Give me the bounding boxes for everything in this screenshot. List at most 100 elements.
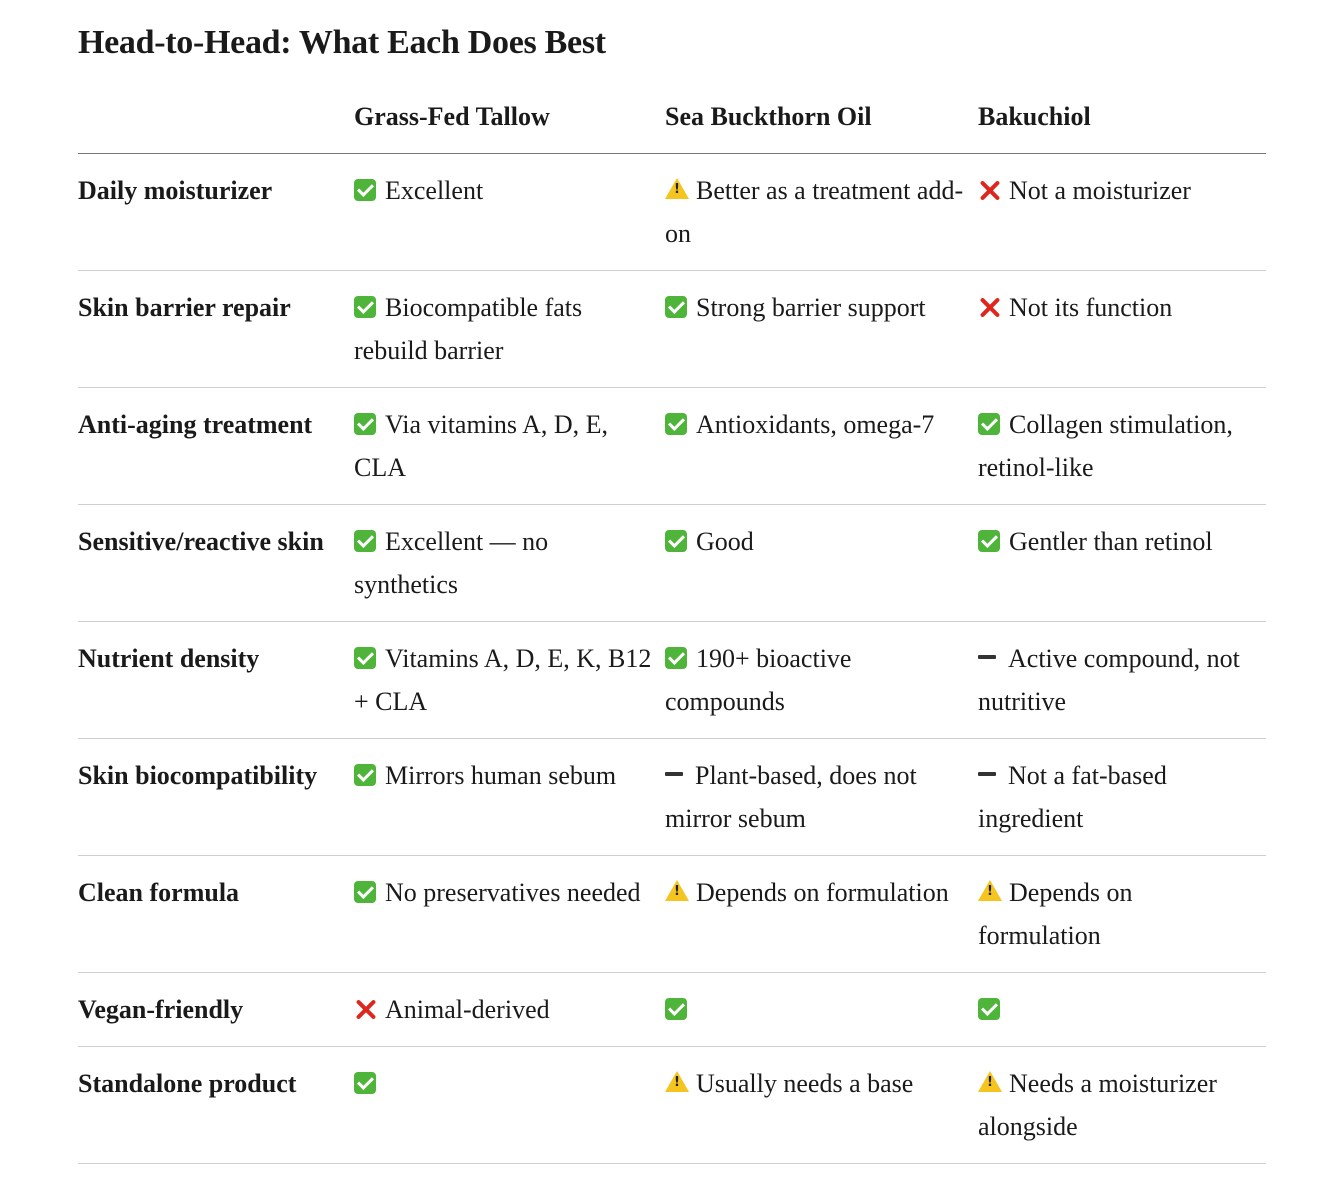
table-cell <box>978 972 1266 1047</box>
check-icon <box>354 881 376 903</box>
table-cell: Plant-based, does not mirror sebum <box>665 738 978 856</box>
check-icon <box>665 998 687 1020</box>
warning-icon <box>665 178 689 199</box>
table-row: Sensitive/reactive skin Excellent — no sy… <box>78 504 1266 622</box>
table-cell: Gentler than retinol <box>978 504 1266 622</box>
header-sea-buckthorn-oil: Sea Buckthorn Oil <box>665 88 978 154</box>
check-icon <box>665 530 687 552</box>
cell-text: Via vitamins A, D, E, CLA <box>354 410 609 482</box>
cell-text: Not its function <box>1009 293 1173 322</box>
cell-text: Animal-derived <box>385 995 550 1024</box>
table-cell: Not a moisturizer <box>978 153 1266 271</box>
cell-text: Needs a moisturizer alongside <box>978 1069 1217 1141</box>
table-cell: Antioxidants, omega-7 <box>665 387 978 505</box>
table-row: Daily moisturizer Excellent Better as a tr… <box>78 153 1266 271</box>
table-cell: Vitamins A, D, E, K, B12 + CLA <box>354 621 665 739</box>
cell-text: Antioxidants, omega-7 <box>696 410 935 439</box>
cell-text: Collagen stimulation, retinol-like <box>978 410 1233 482</box>
table-row: Skin biocompatibility Mirrors human sebum… <box>78 738 1266 856</box>
table-cell: Good <box>665 504 978 622</box>
row-label: Skin biocompatibility <box>78 738 354 856</box>
cell-text: Mirrors human sebum <box>385 761 617 790</box>
cell-text: Plant-based, does not mirror sebum <box>665 761 917 833</box>
cell-text: Strong barrier support <box>696 293 926 322</box>
table-header-row: Grass-Fed Tallow Sea Buckthorn Oil Bakuc… <box>78 88 1266 154</box>
row-label: Clean formula <box>78 855 354 973</box>
check-icon <box>354 179 376 201</box>
table-cell: 190+ bioactive compounds <box>665 621 978 739</box>
table-cell: Collagen stimulation, retinol-like <box>978 387 1266 505</box>
header-grass-fed-tallow: Grass-Fed Tallow <box>354 88 665 154</box>
cell-text: Not a moisturizer <box>1009 176 1191 205</box>
cell-text: Depends on formulation <box>978 878 1133 950</box>
table-cell: Strong barrier support <box>665 270 978 388</box>
table-cell: Depends on formulation <box>665 855 978 973</box>
table-cell: No preservatives needed <box>354 855 665 973</box>
header-bakuchiol: Bakuchiol <box>978 88 1266 154</box>
check-icon <box>354 296 376 318</box>
table-cell: Not its function <box>978 270 1266 388</box>
header-feature <box>78 88 354 154</box>
warning-icon <box>978 1071 1002 1092</box>
dash-icon <box>978 655 996 659</box>
row-label: Nutrient density <box>78 621 354 739</box>
cell-text: Gentler than retinol <box>1009 527 1213 556</box>
check-icon <box>665 296 687 318</box>
check-icon <box>354 764 376 786</box>
cell-text: Biocompatible fats rebuild barrier <box>354 293 583 365</box>
table-cell: Via vitamins A, D, E, CLA <box>354 387 665 505</box>
table-cell: Not a fat-based ingredient <box>978 738 1266 856</box>
row-label: Anti-aging treatment <box>78 387 354 505</box>
comparison-table: Grass-Fed Tallow Sea Buckthorn Oil Bakuc… <box>78 88 1266 1164</box>
table-row: Clean formula No preservatives needed Depe… <box>78 855 1266 973</box>
row-label: Vegan-friendly <box>78 972 354 1047</box>
table-row: Vegan-friendly Animal-derived <box>78 972 1266 1047</box>
cell-text: Active compound, not nutritive <box>978 644 1240 716</box>
cell-text: Not a fat-based ingredient <box>978 761 1167 833</box>
table-cell: Depends on formulation <box>978 855 1266 973</box>
warning-icon <box>665 880 689 901</box>
cross-icon <box>978 296 1000 318</box>
warning-icon <box>665 1071 689 1092</box>
dash-icon <box>665 772 683 776</box>
row-label: Sensitive/reactive skin <box>78 504 354 622</box>
cell-text: 190+ bioactive compounds <box>665 644 852 716</box>
table-cell: Active compound, not nutritive <box>978 621 1266 739</box>
section-title: Head-to-Head: What Each Does Best <box>78 24 606 61</box>
table-cell: Better as a treatment add-on <box>665 153 978 271</box>
table-cell: Biocompatible fats rebuild barrier <box>354 270 665 388</box>
check-icon <box>354 1072 376 1094</box>
check-icon <box>665 647 687 669</box>
cross-icon <box>978 179 1000 201</box>
table-row: Anti-aging treatment Via vitamins A, D, E… <box>78 387 1266 505</box>
warning-icon <box>978 880 1002 901</box>
check-icon <box>354 413 376 435</box>
table-row: Skin barrier repair Biocompatible fats re… <box>78 270 1266 388</box>
cell-text: Depends on formulation <box>696 878 949 907</box>
cell-text: Excellent — no synthetics <box>354 527 549 599</box>
check-icon <box>665 413 687 435</box>
table-cell: Excellent <box>354 153 665 271</box>
cell-text: Good <box>696 527 754 556</box>
check-icon <box>978 998 1000 1020</box>
table-cell: Needs a moisturizer alongside <box>978 1046 1266 1164</box>
table-row: Nutrient density Vitamins A, D, E, K, B12… <box>78 621 1266 739</box>
cell-text: Vitamins A, D, E, K, B12 + CLA <box>354 644 652 716</box>
cross-icon <box>354 998 376 1020</box>
table-cell <box>354 1046 665 1164</box>
row-label: Skin barrier repair <box>78 270 354 388</box>
table-cell: Mirrors human sebum <box>354 738 665 856</box>
check-icon <box>978 413 1000 435</box>
cell-text: Usually needs a base <box>696 1069 914 1098</box>
cell-text: No preservatives needed <box>385 878 641 907</box>
cell-text: Excellent <box>385 176 484 205</box>
check-icon <box>978 530 1000 552</box>
table-cell: Animal-derived <box>354 972 665 1047</box>
table-cell: Usually needs a base <box>665 1046 978 1164</box>
table-cell: Excellent — no synthetics <box>354 504 665 622</box>
row-label: Daily moisturizer <box>78 153 354 271</box>
check-icon <box>354 647 376 669</box>
cell-text: Better as a treatment add-on <box>665 176 964 248</box>
table-row: Standalone product Usually needs a base Ne… <box>78 1046 1266 1164</box>
table-cell <box>665 972 978 1047</box>
